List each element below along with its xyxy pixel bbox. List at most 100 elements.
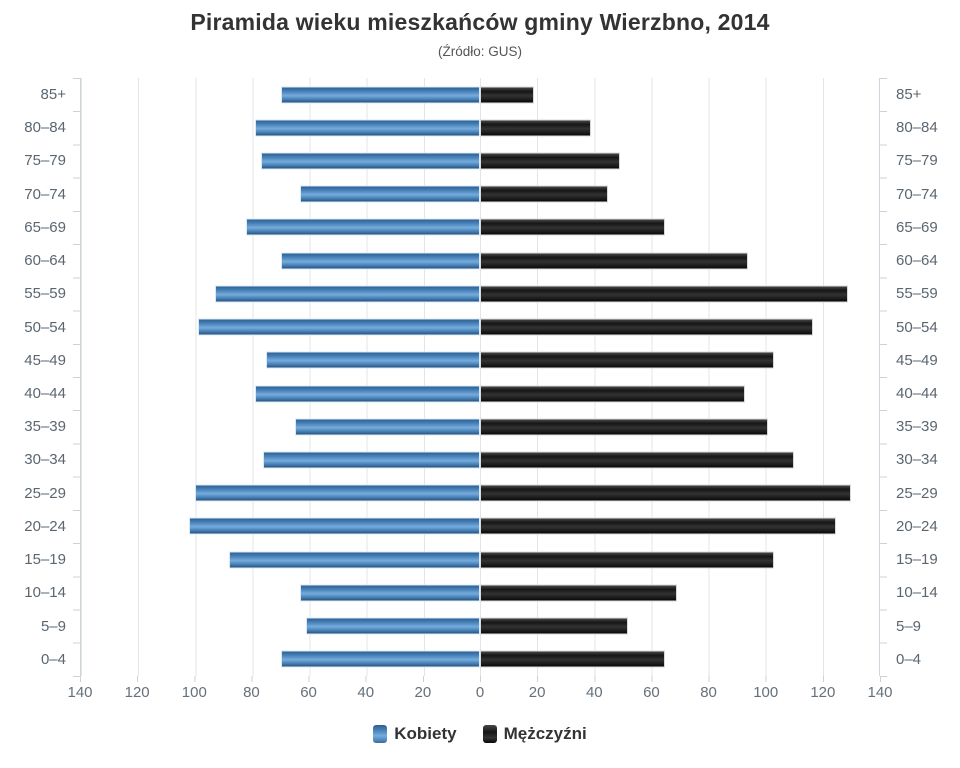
bar-mezczyzni-80–84[interactable] <box>480 119 592 137</box>
age-label-right: 50–54 <box>896 318 938 336</box>
bar-kobiety-30–34[interactable] <box>263 451 480 469</box>
bar-mezczyzni-65–69[interactable] <box>480 218 666 236</box>
bar-kobiety-50–54[interactable] <box>197 318 480 336</box>
bar-kobiety-55–59[interactable] <box>214 285 480 303</box>
bar-kobiety-15–19[interactable] <box>229 551 480 569</box>
x-tick-label: 140 <box>867 684 893 701</box>
age-label-left: 0–4 <box>40 650 66 668</box>
plot-half-right <box>480 111 880 145</box>
bar-mezczyzni-85+[interactable] <box>480 86 535 104</box>
age-label-left: 70–74 <box>24 185 66 203</box>
y-axis-ticks-left <box>73 78 80 677</box>
pyramid-row: 55–59 55–59 <box>0 277 960 311</box>
x-tick-label: 60 <box>300 684 317 701</box>
bar-mezczyzni-75–79[interactable] <box>480 152 620 170</box>
plot-half-right <box>480 576 880 610</box>
pyramid-row: 0–4 0–4 <box>0 642 960 676</box>
pyramid-row: 35–39 35–39 <box>0 410 960 444</box>
bar-mezczyzni-25–29[interactable] <box>480 484 851 502</box>
bar-kobiety-35–39[interactable] <box>294 418 480 436</box>
bar-kobiety-70–74[interactable] <box>300 185 480 203</box>
x-tick-label: 20 <box>414 684 432 701</box>
age-label-right: 20–24 <box>896 517 938 535</box>
pyramid-row: 70–74 70–74 <box>0 177 960 211</box>
pyramid-row: 40–44 40–44 <box>0 376 960 411</box>
pyramid-row: 65–69 65–69 <box>0 210 960 245</box>
bar-kobiety-60–64[interactable] <box>280 252 480 270</box>
pyramid-row: 75–79 75–79 <box>0 144 960 178</box>
bar-kobiety-85+[interactable] <box>280 86 480 104</box>
age-label-right: 60–64 <box>896 252 938 270</box>
plot-half-right <box>480 277 880 311</box>
x-tick-label: 100 <box>181 684 207 701</box>
bar-kobiety-75–79[interactable] <box>260 152 480 170</box>
bar-mezczyzni-45–49[interactable] <box>480 351 774 369</box>
plot-half-left <box>80 111 480 145</box>
age-label-left: 40–44 <box>24 384 66 402</box>
bar-mezczyzni-5–9[interactable] <box>480 617 629 635</box>
age-label-left: 60–64 <box>24 252 66 270</box>
x-tick-label: 40 <box>585 684 603 701</box>
y-axis-ticks-right <box>880 78 887 677</box>
bar-mezczyzni-40–44[interactable] <box>480 385 746 403</box>
bar-kobiety-0–4[interactable] <box>280 650 480 668</box>
plot-half-right <box>480 244 880 278</box>
x-tick-label: 40 <box>357 684 375 701</box>
legend-item-kobiety[interactable]: Kobiety <box>373 724 457 744</box>
plot-half-left <box>80 443 480 477</box>
bar-mezczyzni-55–59[interactable] <box>480 285 848 303</box>
pyramid-row: 25–29 25–29 <box>0 476 960 510</box>
x-tick-label: 0 <box>475 684 485 701</box>
bar-mezczyzni-0–4[interactable] <box>480 650 666 668</box>
bar-mezczyzni-70–74[interactable] <box>480 185 609 203</box>
age-label-left: 30–34 <box>24 451 66 469</box>
plot-half-left <box>80 144 480 178</box>
age-label-right: 25–29 <box>896 484 938 502</box>
bar-mezczyzni-15–19[interactable] <box>480 551 774 569</box>
pyramid-row: 10–14 10–14 <box>0 576 960 610</box>
plot-half-right <box>480 310 880 344</box>
legend-item-mezczyzni[interactable]: Mężczyźni <box>482 724 587 744</box>
bar-kobiety-25–29[interactable] <box>195 484 480 502</box>
bar-mezczyzni-35–39[interactable] <box>480 418 768 436</box>
plot-half-left <box>80 310 480 344</box>
bar-kobiety-45–49[interactable] <box>266 351 480 369</box>
age-label-left: 15–19 <box>24 551 66 569</box>
bar-kobiety-10–14[interactable] <box>300 584 480 602</box>
bar-kobiety-40–44[interactable] <box>254 385 480 403</box>
age-label-left: 85+ <box>40 86 66 103</box>
bar-mezczyzni-20–24[interactable] <box>480 517 837 535</box>
legend-label: Kobiety <box>394 724 457 743</box>
bar-kobiety-65–69[interactable] <box>246 218 480 236</box>
age-label-right: 85+ <box>896 86 922 103</box>
x-tick-label: 140 <box>67 684 93 701</box>
plot-half-right <box>480 144 880 178</box>
age-label-left: 50–54 <box>24 318 66 336</box>
legend: Kobiety Mężczyźni <box>0 724 960 744</box>
bar-kobiety-80–84[interactable] <box>254 119 480 137</box>
plot-half-right <box>480 410 880 444</box>
x-tick-label: 20 <box>528 684 546 701</box>
legend-label: Mężczyźni <box>503 724 587 743</box>
bar-kobiety-20–24[interactable] <box>189 517 480 535</box>
bar-mezczyzni-50–54[interactable] <box>480 318 814 336</box>
plot-half-right <box>480 177 880 211</box>
pyramid-row: 60–64 60–64 <box>0 244 960 278</box>
bar-mezczyzni-10–14[interactable] <box>480 584 677 602</box>
plot-half-left <box>80 576 480 610</box>
x-tick-label: 120 <box>124 684 150 701</box>
age-label-right: 45–49 <box>896 351 938 369</box>
bar-kobiety-5–9[interactable] <box>306 617 480 635</box>
x-tick-label: 100 <box>753 684 779 701</box>
bar-mezczyzni-30–34[interactable] <box>480 451 794 469</box>
x-tick-label: 80 <box>700 684 717 701</box>
chart-subtitle: (Źródło: GUS) <box>437 44 522 59</box>
age-label-right: 55–59 <box>896 285 938 303</box>
bar-mezczyzni-60–64[interactable] <box>480 252 748 270</box>
plot-half-right <box>480 543 880 577</box>
plot-half-left <box>80 376 480 411</box>
plot-half-right <box>480 609 880 643</box>
plot-area: 85+ 85+ 80–84 80–84 75–79 75–79 70–74 70–74 65–6… <box>0 78 960 676</box>
plot-half-left <box>80 642 480 676</box>
